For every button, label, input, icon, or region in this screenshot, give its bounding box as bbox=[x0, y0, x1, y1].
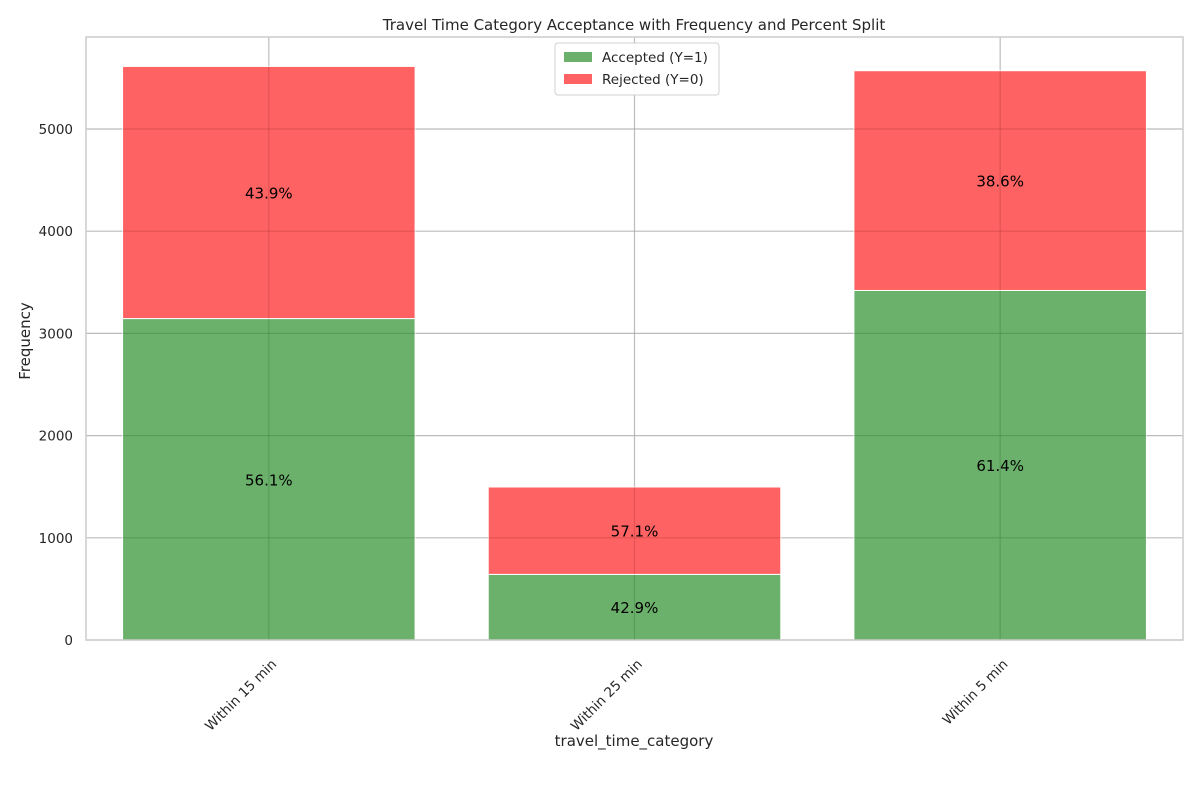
y-tick-label: 3000 bbox=[39, 326, 73, 342]
legend-frame bbox=[554, 42, 720, 96]
y-tick-label: 5000 bbox=[39, 122, 73, 138]
x-axis-label: travel_time_category bbox=[555, 732, 714, 751]
bar-segment-accepted bbox=[487, 573, 782, 641]
legend-label: Rejected (Y=0) bbox=[602, 72, 704, 88]
legend: Accepted (Y=1) Rejected (Y=0) bbox=[554, 42, 720, 96]
bar-segment-accepted bbox=[853, 289, 1147, 641]
percent-data-label: 43.9% bbox=[245, 185, 293, 203]
plot-border bbox=[85, 36, 1184, 641]
bar-segment-rejected bbox=[853, 70, 1147, 291]
plot-area: 0 1000 2000 3000 4000 5000 56.1% 42.9% 61.4% 43.9… bbox=[39, 36, 1184, 734]
y-tick-label: 2000 bbox=[39, 429, 73, 445]
percent-data-label: 61.4% bbox=[976, 457, 1024, 475]
y-tick-label: 1000 bbox=[39, 531, 73, 547]
percent-data-label: 56.1% bbox=[245, 471, 293, 489]
percent-data-label: 57.1% bbox=[611, 523, 659, 541]
bar-segment-accepted bbox=[122, 318, 416, 641]
bar-segment-rejected bbox=[487, 486, 782, 575]
y-axis-label: Frequency bbox=[16, 302, 34, 380]
legend-label: Accepted (Y=1) bbox=[602, 50, 708, 66]
bar-segment-rejected bbox=[122, 65, 416, 320]
legend-swatch bbox=[564, 52, 592, 62]
legend-swatch bbox=[564, 74, 592, 84]
y-tick-label: 4000 bbox=[39, 224, 73, 240]
percent-data-label: 38.6% bbox=[976, 173, 1024, 191]
percent-data-label: 42.9% bbox=[611, 599, 659, 617]
y-tick-label: 0 bbox=[64, 633, 73, 649]
chart-title: Travel Time Category Acceptance with Fre… bbox=[382, 16, 886, 34]
